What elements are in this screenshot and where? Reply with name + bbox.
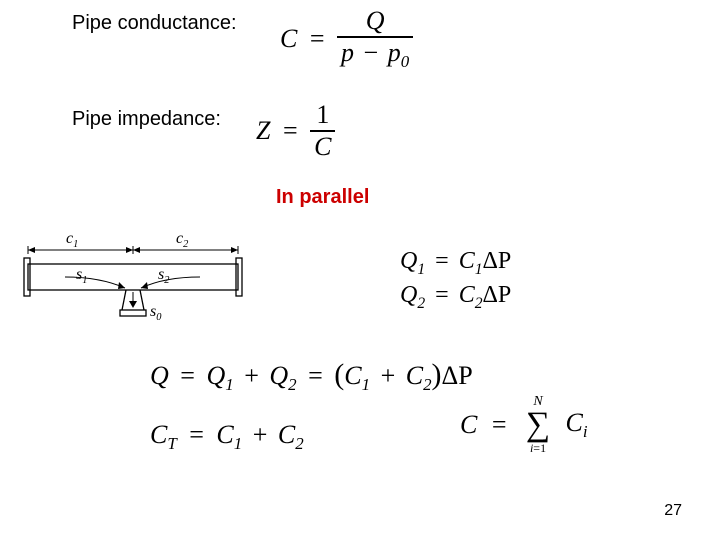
eq-z-lhs: Z: [256, 116, 270, 146]
eq-csum: C = N ∑ i=1 Ci: [460, 408, 588, 442]
diagram-s0: s0: [150, 303, 161, 323]
label-conductance: Pipe conductance:: [72, 12, 237, 35]
eq-q1: Q1 = C1ΔP: [400, 248, 511, 279]
eq-c-lhs: C: [280, 24, 297, 54]
eq-c-den: p − p0: [337, 38, 413, 72]
eq-c-den-minus: −: [364, 38, 379, 67]
diagram-c1: c1: [66, 230, 78, 250]
eq-c-num: Q: [337, 6, 413, 38]
eq-c-frac: Q p − p0: [337, 6, 413, 72]
eq-z-equals: =: [283, 116, 298, 146]
sigma-lower: i=1: [521, 441, 555, 456]
eq-impedance: Z = 1 C: [256, 100, 335, 162]
heading-parallel: In parallel: [276, 186, 369, 209]
sigma-upper: N: [521, 394, 555, 410]
page-number: 27: [664, 502, 682, 520]
eq-z-frac: 1 C: [310, 100, 335, 162]
eq-ct: CT = C1 + C2: [150, 420, 304, 454]
eq-c-den-p0-sub: 0: [401, 52, 409, 71]
eq-c-den-p0: p: [388, 38, 401, 67]
eq-z-den: C: [310, 132, 335, 162]
eq-c-equals: =: [310, 24, 325, 54]
eq-qsum: Q = Q1 + Q2 = (C1 + C2)ΔP: [150, 358, 473, 395]
sigma-icon: ∑: [526, 406, 550, 443]
eq-q2: Q2 = C2ΔP: [400, 282, 511, 313]
eq-conductance: C = Q p − p0: [280, 6, 413, 72]
pipe-diagram: [10, 228, 260, 318]
diagram-c2: c2: [176, 230, 188, 250]
eq-c-den-p: p: [341, 38, 354, 67]
label-impedance: Pipe impedance:: [72, 108, 221, 131]
diagram-s1: s1: [76, 266, 87, 286]
diagram-s2: s2: [158, 266, 169, 286]
eq-z-num: 1: [310, 100, 335, 132]
